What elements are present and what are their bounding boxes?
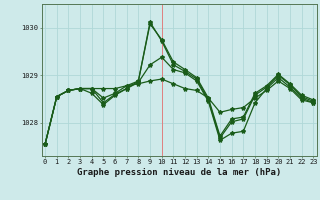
X-axis label: Graphe pression niveau de la mer (hPa): Graphe pression niveau de la mer (hPa)	[77, 168, 281, 177]
